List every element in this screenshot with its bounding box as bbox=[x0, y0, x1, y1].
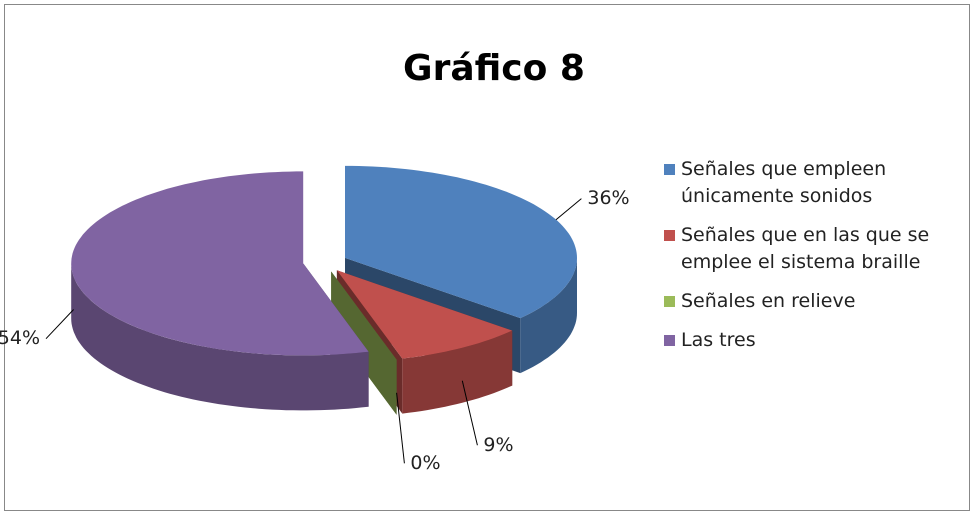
legend-item: Señales que empleen únicamente sonidos bbox=[664, 156, 954, 210]
leader-line bbox=[555, 198, 582, 221]
leader-line bbox=[45, 309, 74, 340]
legend-label: Señales en relieve bbox=[681, 290, 856, 312]
legend-label: Las tres bbox=[681, 329, 756, 351]
legend-swatch bbox=[664, 296, 675, 307]
slice bbox=[71, 171, 369, 356]
legend-label: Señales que en las que se emplee el sist… bbox=[681, 224, 930, 273]
slice-side bbox=[520, 257, 577, 374]
data-label: 9% bbox=[483, 434, 513, 456]
slice bbox=[345, 165, 577, 319]
slice-side bbox=[402, 330, 513, 414]
slice bbox=[336, 270, 513, 359]
data-label: 36% bbox=[587, 187, 629, 209]
chart-title: Gráfico 8 bbox=[403, 48, 585, 89]
legend-swatch bbox=[664, 230, 675, 241]
tops bbox=[71, 165, 577, 359]
slice-side bbox=[71, 263, 369, 411]
leader-line bbox=[396, 392, 405, 464]
data-label: 0% bbox=[410, 452, 440, 474]
data-label: 54% bbox=[0, 327, 40, 349]
legend-label: Señales que empleen únicamente sonidos bbox=[681, 158, 887, 207]
leader-line bbox=[461, 380, 478, 446]
outer-walls bbox=[71, 257, 577, 414]
legend-swatch bbox=[664, 335, 675, 346]
legend-item: Señales que en las que se emplee el sist… bbox=[664, 222, 954, 276]
slice-wall bbox=[331, 271, 397, 415]
legend-item: Señales en relieve bbox=[664, 288, 954, 315]
legend: Señales que empleen únicamente sonidos Se… bbox=[664, 156, 954, 366]
legend-item: Las tres bbox=[664, 327, 954, 354]
legend-swatch bbox=[664, 164, 675, 175]
